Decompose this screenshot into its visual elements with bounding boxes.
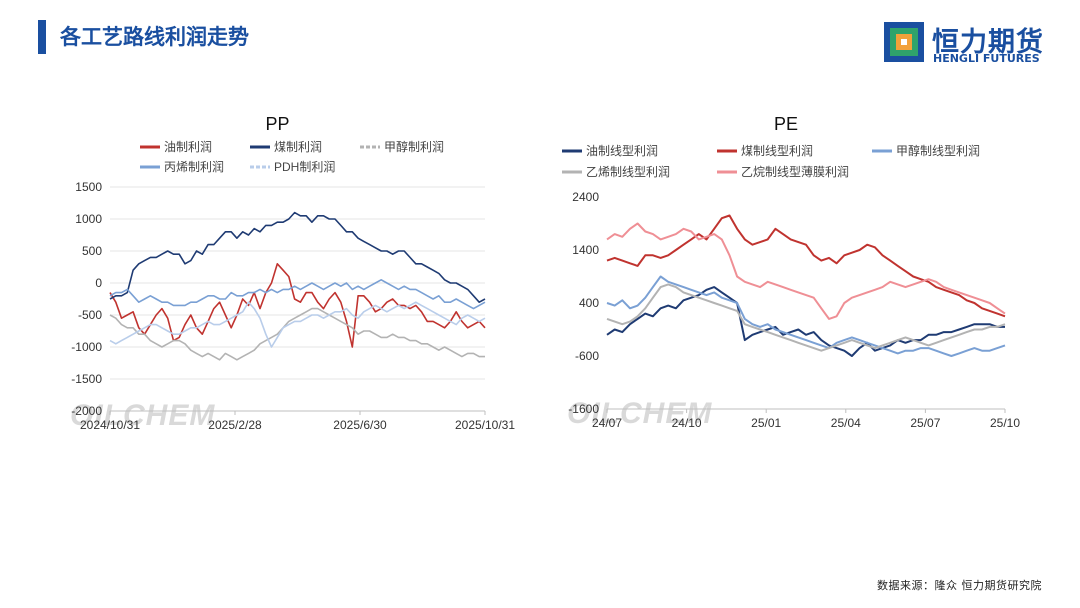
x-tick-label: 2024/10/31: [80, 418, 140, 432]
y-tick-label: -500: [78, 308, 102, 322]
series-line-3: [606, 275, 1006, 357]
x-tick-label: 2025/6/30: [333, 418, 387, 432]
y-tick-label: 1500: [75, 180, 102, 194]
pe-chart: PE OILCHEM 2400 1400 400 -600 -1600 24/07 24/10 2…: [552, 110, 1027, 444]
series-line-2: [109, 211, 486, 303]
legend-label: 甲醇制线型利润: [896, 143, 980, 158]
page-title: 各工艺路线利润走势: [60, 25, 249, 49]
title-accent-bar: [38, 20, 46, 54]
pp-chart: PP OILCHEM 1500 1000 500 0 -500 -1000 -1500 -2000…: [55, 110, 530, 444]
y-tick-label: 500: [82, 244, 102, 258]
y-tick-label: 0: [95, 276, 102, 290]
series-line-5: [606, 222, 1006, 320]
logo-text-cn: 恒力期货: [932, 27, 1044, 58]
series-line-4: [606, 283, 1006, 352]
legend-label: 油制线型利润: [586, 144, 658, 158]
legend-label: PDH制利润: [274, 160, 335, 174]
y-tick-label: 1400: [572, 243, 599, 257]
data-source-note: 数据来源：隆众 恒力期货研究院: [877, 579, 1042, 592]
legend-label: 乙烷制线型薄膜利润: [741, 164, 849, 179]
y-tick-label: 2400: [572, 190, 599, 204]
y-tick-label: -1600: [568, 402, 599, 416]
legend-label: 丙烯制利润: [164, 160, 224, 174]
x-tick-label: 2025/10/31: [455, 418, 515, 432]
logo-text-en: HENGLI FUTURES: [933, 52, 1040, 65]
x-tick-label: 25/04: [831, 416, 861, 430]
company-logo: 恒力期货 HENGLI FUTURES: [884, 22, 1074, 68]
pp-chart-svg: PP OILCHEM 1500 1000 500 0 -500 -1000 -1500 -2000…: [70, 114, 515, 432]
logo-mark-icon: [884, 22, 924, 62]
series-line-5: [109, 301, 486, 348]
legend-label: 煤制线型利润: [741, 144, 813, 158]
x-tick-label: 2025/2/28: [208, 418, 262, 432]
x-tick-label: 25/01: [751, 416, 781, 430]
y-tick-label: -600: [575, 349, 599, 363]
legend-label: 油制利润: [164, 140, 212, 154]
series-line-2: [606, 214, 1006, 318]
y-tick-label: -1000: [71, 340, 102, 354]
y-tick-label: 400: [579, 296, 599, 310]
series-line-1: [606, 286, 1005, 357]
series-line-3: [109, 307, 485, 361]
legend-label: 乙烯制线型利润: [586, 165, 670, 179]
x-tick-label: 24/10: [672, 416, 702, 430]
chart-title: PP: [265, 114, 289, 134]
x-tick-label: 24/07: [592, 416, 622, 430]
x-tick-label: 25/07: [910, 416, 940, 430]
series-line-1: [109, 263, 486, 348]
chart-title: PE: [774, 114, 798, 134]
watermark-text: OILCHEM: [567, 397, 712, 430]
series-line-4: [109, 279, 486, 310]
watermark-text: OILCHEM: [70, 399, 215, 432]
y-tick-label: -1500: [71, 372, 102, 386]
y-tick-label: 1000: [75, 212, 102, 226]
y-tick-label: -2000: [71, 404, 102, 418]
x-tick-label: 25/10: [990, 416, 1020, 430]
legend-label: 煤制利润: [274, 140, 322, 154]
legend-label: 甲醇制利润: [384, 139, 444, 154]
